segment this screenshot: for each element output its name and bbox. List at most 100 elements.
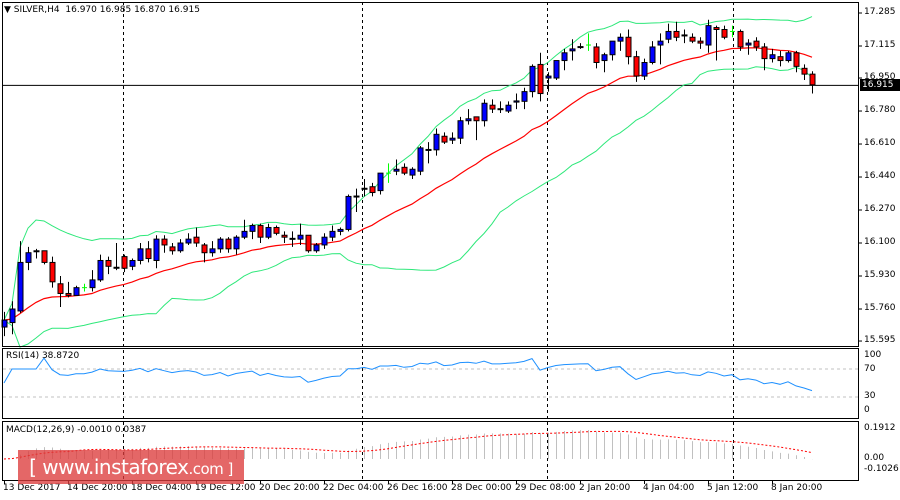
candle-body — [329, 230, 336, 238]
candle-body — [33, 250, 40, 253]
candle-body — [369, 186, 376, 194]
time-tick-label: 29 Dec 08:00 — [515, 483, 576, 493]
candle-body — [425, 148, 432, 151]
candle-body — [153, 238, 160, 261]
price-tick-label: 16.780 — [864, 105, 896, 116]
candle — [697, 37, 704, 49]
candle — [305, 234, 312, 253]
price-tick-label: 16.950 — [864, 72, 896, 83]
candle-body — [97, 259, 104, 281]
candle — [386, 163, 391, 183]
candle — [521, 87, 528, 110]
candle-body — [297, 234, 304, 240]
candle — [625, 29, 632, 65]
candle — [601, 52, 608, 73]
candle — [569, 39, 576, 61]
rsi-tick-label: 100 — [864, 350, 882, 360]
candle — [777, 50, 784, 67]
candle — [257, 223, 264, 244]
watermark-text-com: .com ] — [188, 460, 233, 478]
candle — [553, 60, 560, 80]
candle-body — [121, 256, 128, 269]
time-tick-label: 22 Dec 04:00 — [323, 483, 384, 493]
candle-body — [753, 40, 760, 48]
candle — [321, 233, 328, 249]
candle — [233, 235, 240, 255]
candle-body — [185, 238, 192, 244]
candle-body — [737, 30, 744, 48]
candle — [377, 172, 384, 195]
candle-body — [225, 238, 232, 250]
candle — [489, 99, 496, 113]
candle — [753, 37, 760, 51]
candle-body — [65, 292, 72, 296]
candle — [225, 237, 232, 253]
candle — [689, 33, 696, 44]
candle-body — [433, 133, 440, 151]
candle-body — [473, 116, 480, 122]
time-tick-label: 2 Jan 20:00 — [579, 483, 631, 493]
candle-body — [777, 56, 784, 62]
time-tick-label: 28 Dec 00:00 — [451, 483, 512, 493]
candle-body — [361, 187, 368, 190]
candle-body — [673, 30, 680, 38]
candle — [281, 231, 288, 244]
candle-body — [9, 308, 16, 324]
candle-body — [577, 46, 584, 49]
candle-body — [377, 172, 384, 192]
candle-body — [785, 52, 792, 62]
candle-body — [521, 91, 528, 102]
candle — [17, 241, 24, 313]
candle-body — [249, 225, 256, 232]
candle-body — [305, 234, 312, 252]
candle — [769, 48, 776, 63]
candle-body — [409, 168, 416, 176]
candle — [97, 254, 104, 282]
triangle-down-icon[interactable]: ▼ — [4, 5, 11, 15]
candle — [249, 223, 256, 240]
candle — [265, 223, 272, 240]
candle — [665, 23, 672, 44]
candle — [505, 101, 512, 113]
candle — [761, 43, 768, 71]
symbol-timeframe: SILVER,H4 — [13, 5, 60, 15]
candle-body — [129, 259, 136, 267]
candle-body — [289, 237, 296, 240]
candle — [401, 163, 408, 176]
candle — [713, 25, 720, 61]
candle-body — [281, 234, 288, 238]
candle — [217, 237, 224, 253]
candle — [561, 48, 568, 71]
candle-body — [745, 42, 752, 46]
candle-body — [241, 230, 248, 238]
candle — [793, 50, 800, 73]
price-tick-label: 17.115 — [864, 39, 896, 50]
candle — [449, 132, 456, 145]
candle-body — [145, 248, 152, 260]
candle-body — [457, 120, 464, 139]
rsi-tick-label: 0 — [864, 405, 870, 415]
moving-average-line — [3, 47, 813, 321]
candle-body — [113, 266, 120, 269]
macd-tick-label: 0.1912 — [864, 423, 896, 433]
candle-body — [617, 36, 624, 42]
candle-body — [441, 135, 448, 143]
candle — [169, 243, 176, 255]
candle-body — [193, 236, 200, 244]
candle — [730, 25, 735, 38]
candle-body — [233, 236, 240, 250]
rsi-tick-label: 70 — [864, 364, 876, 374]
candle-body — [49, 261, 56, 283]
time-tick-label: 18 Dec 04:00 — [131, 483, 192, 493]
candle — [313, 243, 320, 253]
candle-body — [569, 48, 576, 52]
candle-body — [713, 27, 720, 30]
candle — [329, 225, 336, 242]
candle-body — [697, 40, 704, 44]
candle — [633, 50, 640, 82]
candle — [673, 21, 680, 42]
candle — [641, 58, 648, 80]
candle-body — [705, 25, 712, 46]
candle — [65, 281, 72, 298]
chart-header: ▼ SILVER,H4 16.970 16.985 16.870 16.915 — [4, 5, 200, 15]
